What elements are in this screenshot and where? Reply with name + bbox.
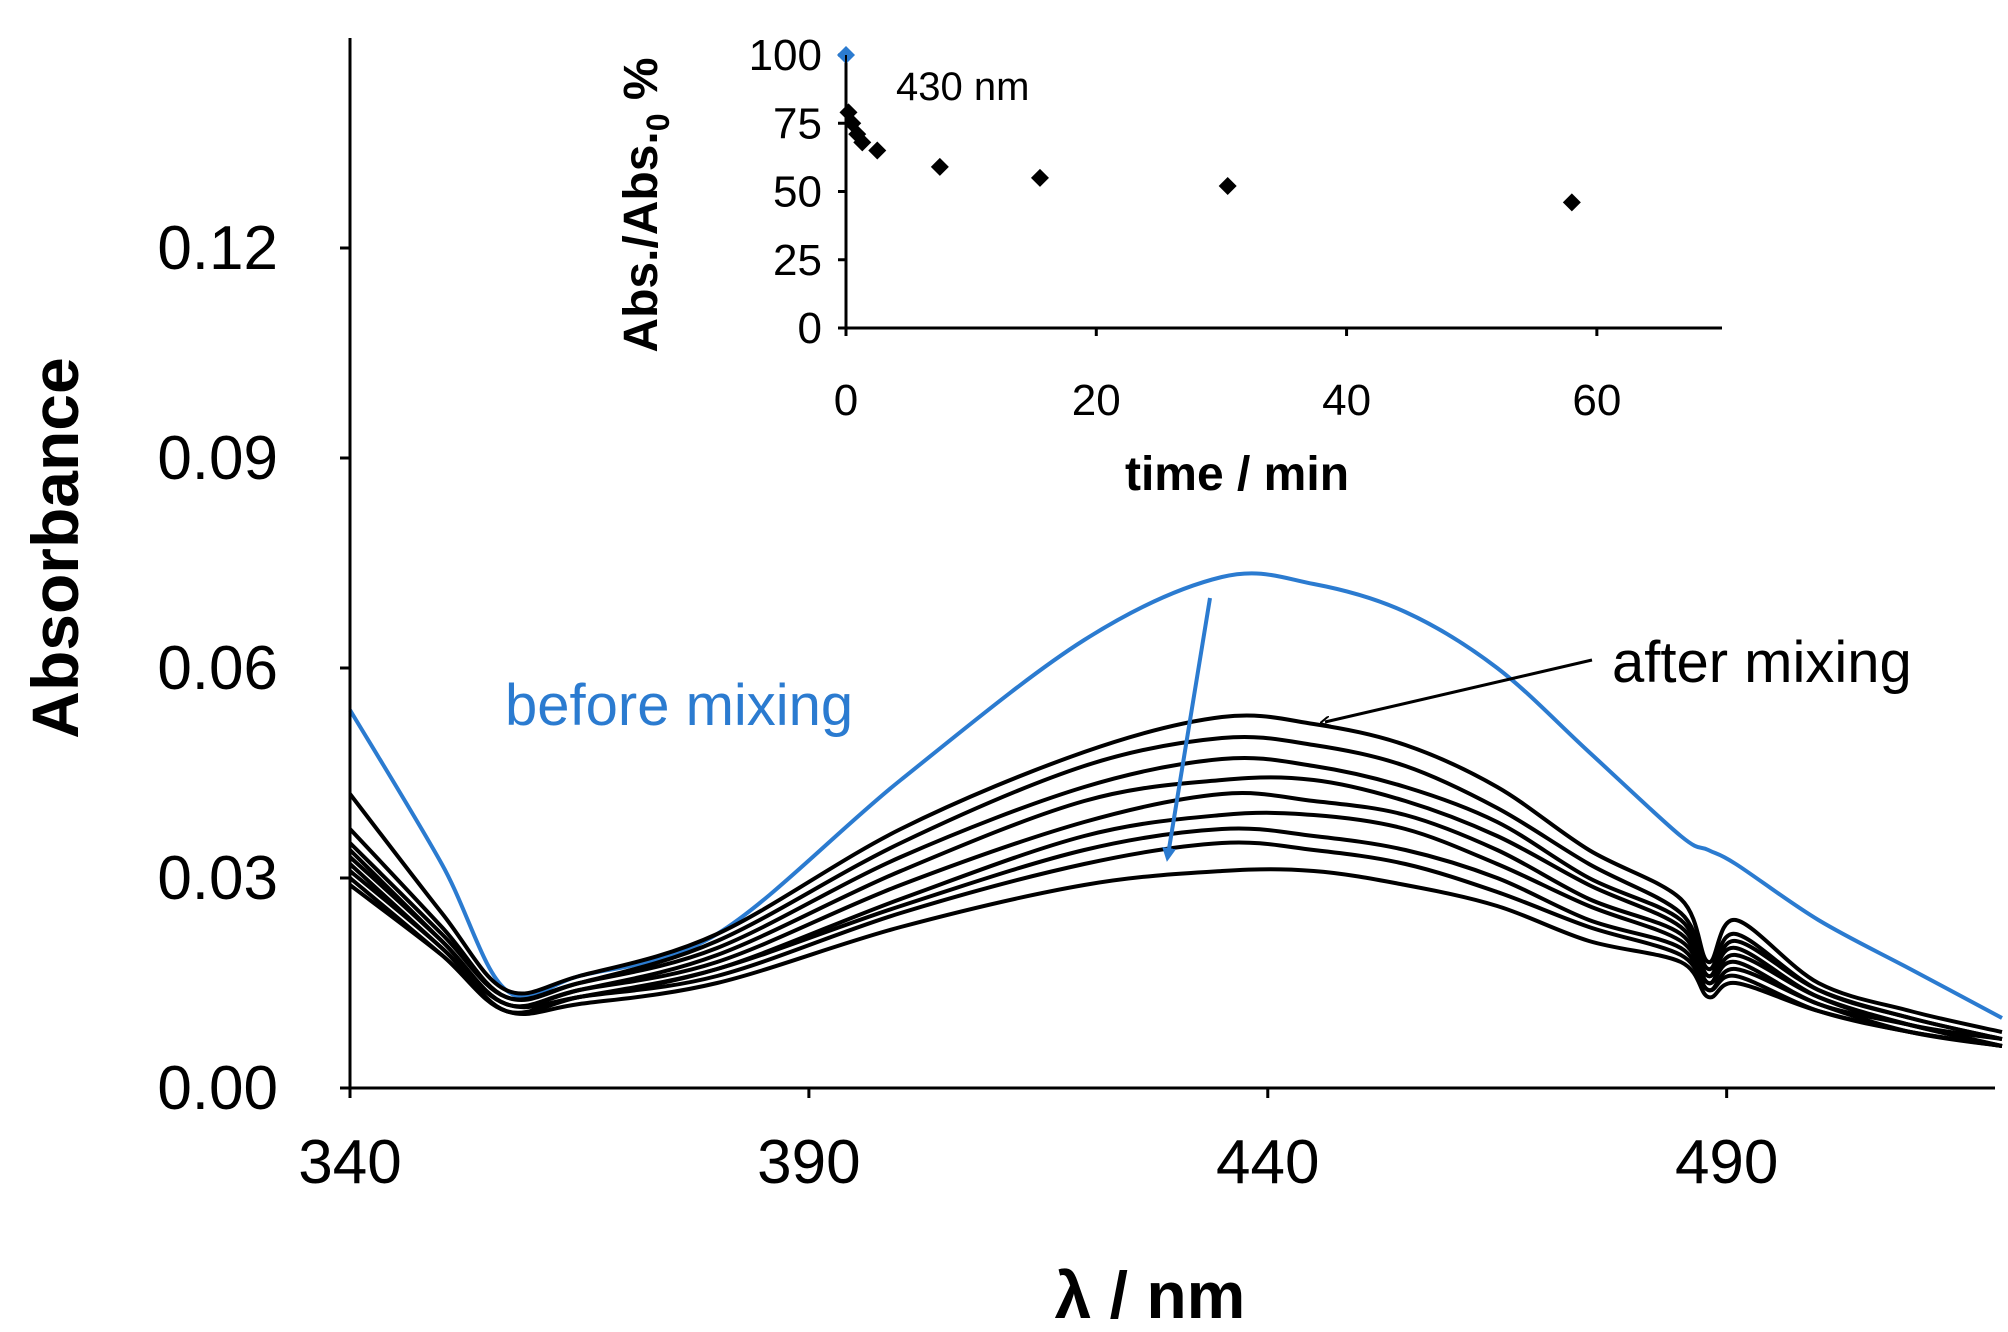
decrease-arrow: [1162, 597, 1212, 862]
after-mixing-line: [348, 791, 2003, 1048]
main-y-tick-label: 0.03: [157, 844, 278, 913]
inset-y-label-suffix: %: [615, 57, 668, 113]
inset-y-label-sub: 0: [640, 113, 676, 131]
after-mixing-line: [348, 840, 2003, 1048]
before-mixing-label: before mixing: [505, 673, 853, 738]
inset-chart: 0 25 50 75 100 0 20 40 60 430 nm time / min Abs…: [615, 31, 1722, 501]
inset-y-tick-label: 100: [749, 31, 822, 80]
inset-data-point: [1562, 193, 1581, 212]
inset-x-tick-label: 20: [1072, 376, 1121, 425]
inset-y-tick-label: 0: [798, 304, 822, 353]
inset-x-tick-label: 40: [1322, 376, 1371, 425]
main-x-axis-label: λ / nm: [1055, 1258, 1246, 1332]
inset-points: [837, 46, 1581, 212]
inset-y-tick-label: 75: [773, 99, 822, 148]
main-x-ticks: 340 390 440 490: [298, 1088, 1778, 1197]
after-mixing-line: [348, 713, 2003, 1034]
main-y-tick-label: 0.00: [157, 1054, 278, 1123]
main-x-tick-label: 440: [1216, 1128, 1319, 1197]
main-x-tick-label: 390: [757, 1128, 860, 1197]
main-x-tick-label: 340: [298, 1128, 401, 1197]
main-chart: 0.00 0.03 0.06 0.09 0.12 340 390 440 490 λ / nm…: [18, 38, 2003, 1332]
inset-x-axis-label: time / min: [1125, 448, 1349, 501]
inset-data-point: [868, 141, 887, 160]
inset-y-tick-label: 50: [773, 168, 822, 217]
after-mixing-line: [348, 755, 2003, 1041]
main-x-tick-label: 490: [1675, 1128, 1778, 1197]
main-y-axis-label: Absorbance: [18, 357, 92, 738]
inset-y-label-main: Abs./Abs.: [615, 131, 668, 352]
inset-y-axis-label: Abs./Abs.0 %: [615, 57, 676, 352]
inset-data-point: [1030, 168, 1049, 187]
after-mixing-line: [348, 826, 2003, 1048]
inset-y-tick-label: 25: [773, 236, 822, 285]
inset-data-point: [930, 157, 949, 176]
after-mixing-arrow: [1325, 658, 1593, 722]
inset-x-tick-label: 60: [1572, 376, 1621, 425]
inset-y-ticks: 0 25 50 75 100: [749, 31, 846, 353]
main-y-tick-label: 0.12: [157, 214, 278, 283]
inset-data-point: [853, 133, 872, 152]
inset-data-point: [1218, 177, 1237, 196]
main-y-ticks: 0.00 0.03 0.06 0.09 0.12: [157, 214, 350, 1123]
main-series-group: [348, 571, 2003, 1048]
main-y-tick-label: 0.09: [157, 424, 278, 493]
inset-x-ticks: 0 20 40 60: [834, 328, 1621, 425]
main-y-tick-label: 0.06: [157, 634, 278, 703]
inset-wavelength-label: 430 nm: [896, 65, 1029, 109]
inset-x-tick-label: 0: [834, 376, 858, 425]
after-mixing-label: after mixing: [1612, 630, 1912, 695]
after-mixing-line: [348, 867, 2003, 1048]
